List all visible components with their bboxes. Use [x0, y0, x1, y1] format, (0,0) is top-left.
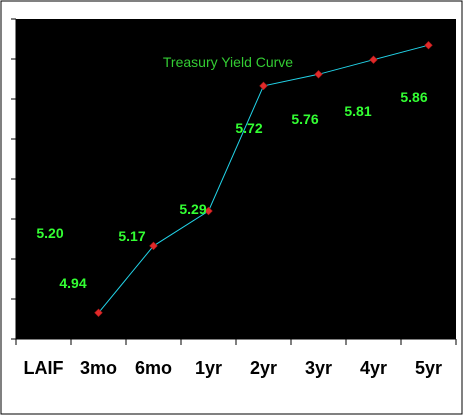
data-point-marker	[149, 241, 158, 251]
data-label: 5.29	[179, 201, 206, 217]
data-point-marker	[424, 40, 433, 50]
data-label: 5.72	[235, 120, 262, 136]
data-point-marker	[94, 308, 103, 318]
plot-area	[16, 19, 456, 339]
x-tick-label: 5yr	[415, 358, 442, 378]
data-label: 5.20	[36, 225, 63, 241]
chart-title: Treasury Yield Curve	[163, 54, 293, 70]
data-markers	[94, 40, 433, 318]
data-label: 5.86	[400, 89, 427, 105]
y-axis-ticks	[11, 18, 16, 340]
data-label: 5.17	[118, 228, 145, 244]
x-tick-label: 2yr	[250, 358, 277, 378]
x-tick-label: 3mo	[80, 358, 117, 378]
x-tick-label: 1yr	[195, 358, 222, 378]
data-point-marker	[314, 70, 323, 79]
x-tick-label: 4yr	[360, 358, 387, 378]
data-point-marker	[259, 81, 268, 91]
data-label: 5.76	[291, 111, 318, 127]
data-label: 5.81	[344, 103, 371, 119]
x-tick-label: LAIF	[24, 358, 64, 378]
data-point-marker	[369, 55, 378, 64]
x-tick-label: 6mo	[135, 358, 172, 378]
x-axis-ticks	[15, 339, 457, 345]
data-point-marker	[204, 206, 213, 216]
x-tick-labels: LAIF 3mo 6mo 1yr 2yr 3yr 4yr 5yr	[24, 358, 443, 378]
data-label: 4.94	[59, 275, 86, 291]
data-labels: 5.20 4.94 5.17 5.29 5.72 5.76 5.81 5.86	[36, 89, 427, 291]
x-tick-label: 3yr	[305, 358, 332, 378]
